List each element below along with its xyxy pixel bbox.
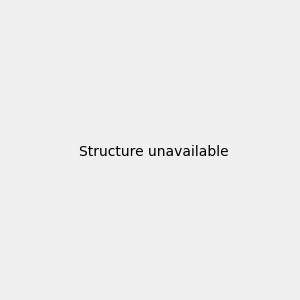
Text: Structure unavailable: Structure unavailable — [79, 145, 229, 158]
